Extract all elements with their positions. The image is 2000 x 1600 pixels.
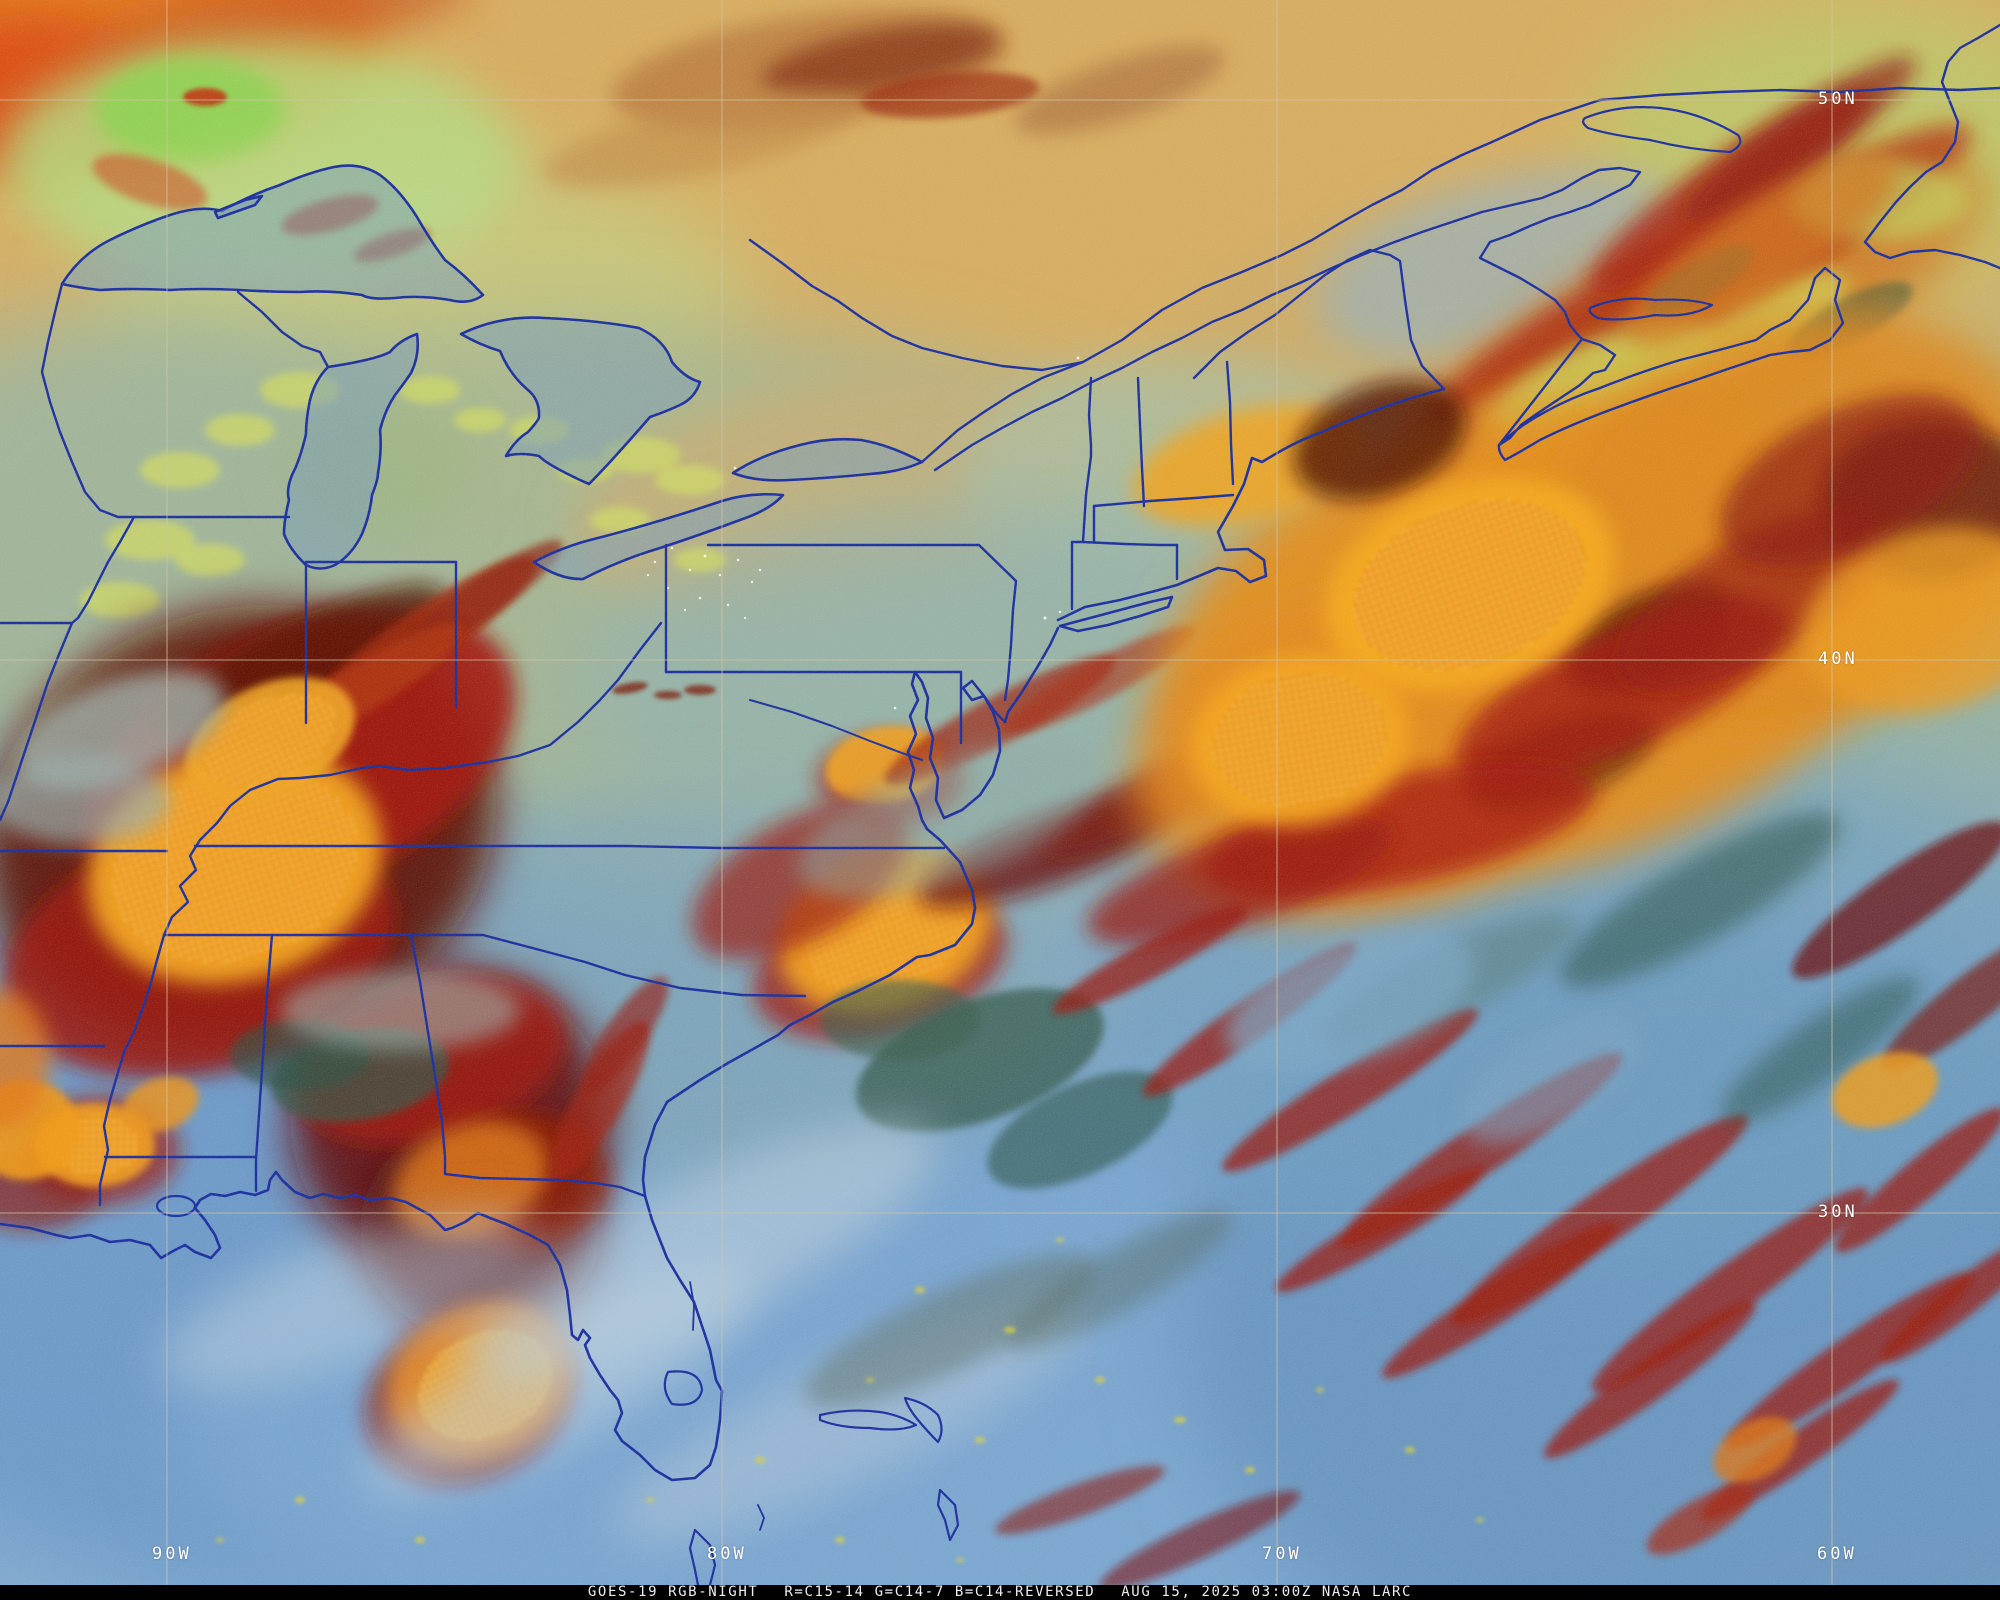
channel-recipe: R=C15-14 G=C14-7 B=C14-REVERSED xyxy=(784,1584,1096,1600)
credit: NASA LARC xyxy=(1321,1584,1413,1600)
timestamp: AUG 15, 2025 03:00Z xyxy=(1121,1584,1312,1600)
longitude-label-60w: 60W xyxy=(1817,1544,1857,1564)
longitude-label-70w: 70W xyxy=(1262,1544,1302,1564)
longitude-label-90w: 90W xyxy=(152,1544,192,1564)
latitude-label-40n: 40N xyxy=(1818,649,1858,669)
status-bar: GOES-19 RGB-NIGHT R=C15-14 G=C14-7 B=C14… xyxy=(0,1585,2000,1600)
product-title: GOES-19 RGB-NIGHT xyxy=(587,1584,759,1600)
latitude-label-50n: 50N xyxy=(1818,89,1858,109)
longitude-label-80w: 80W xyxy=(707,1544,747,1564)
latitude-label-30n: 30N xyxy=(1818,1202,1858,1222)
